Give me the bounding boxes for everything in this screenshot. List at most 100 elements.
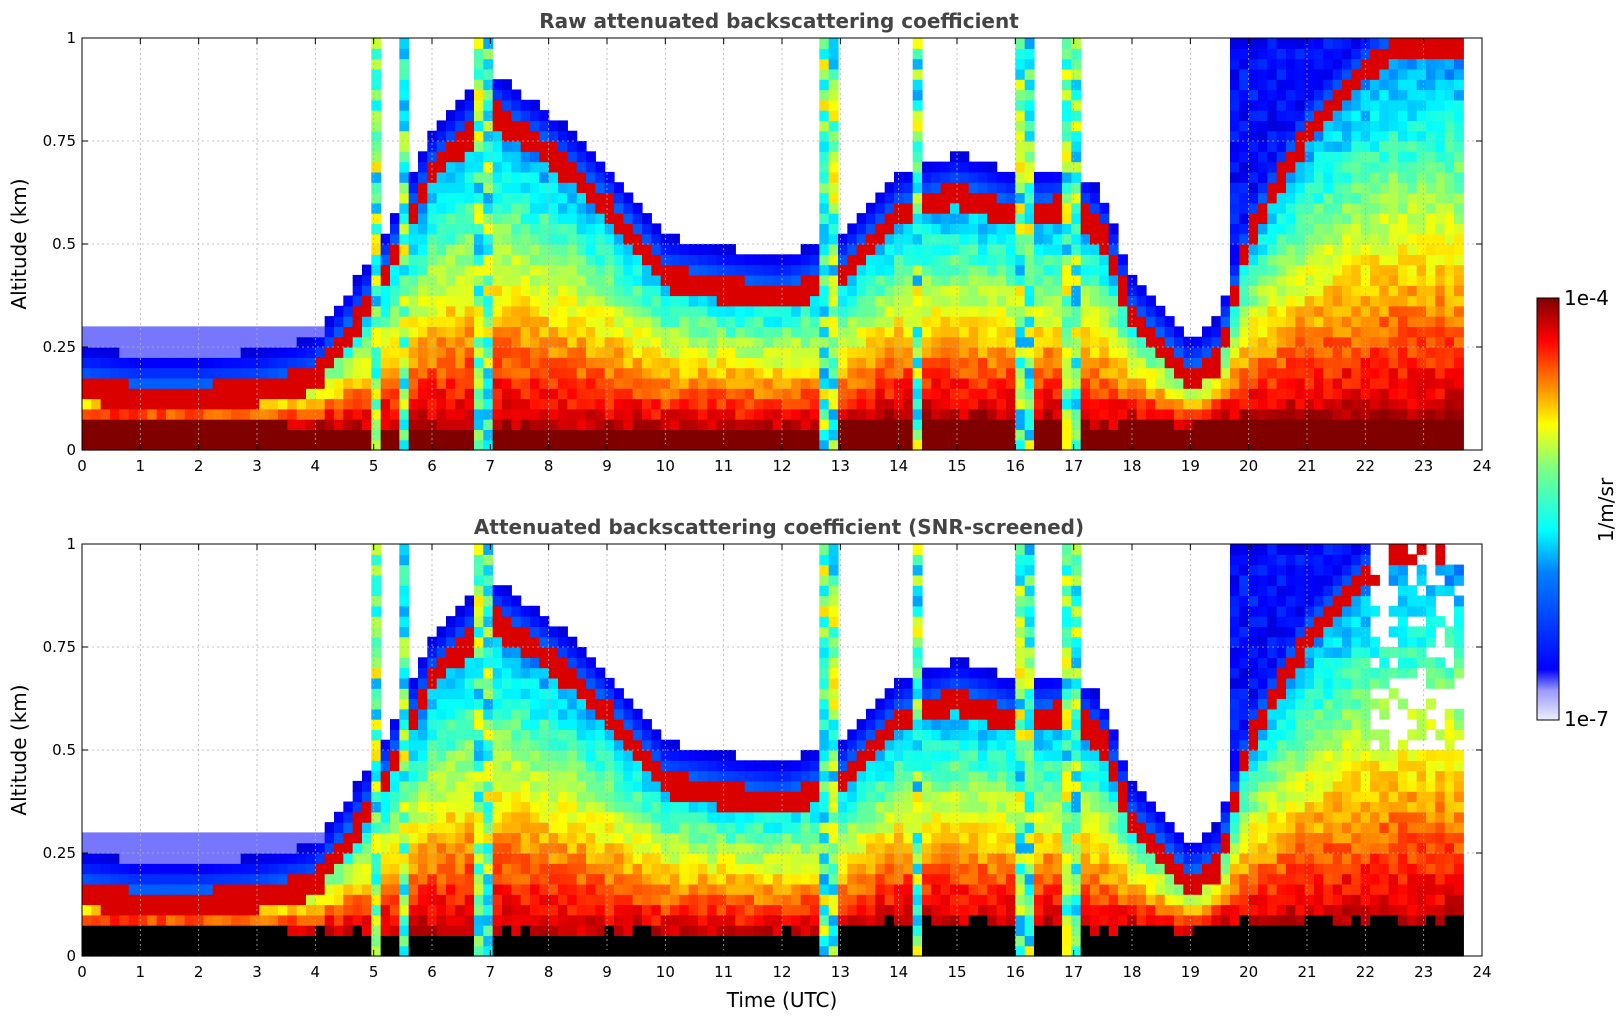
heatmap-cell	[558, 151, 568, 163]
heatmap-cell	[464, 192, 475, 204]
heatmap-cell	[1090, 233, 1100, 245]
heatmap-cell	[1090, 398, 1100, 410]
heatmap-cell	[1267, 295, 1278, 307]
heatmap-cell	[922, 182, 932, 194]
heatmap-cell	[1043, 264, 1054, 276]
heatmap-cell	[604, 274, 615, 286]
heatmap-cell	[399, 110, 410, 121]
heatmap-cell	[418, 326, 428, 338]
heatmap-cell	[1398, 171, 1408, 183]
heatmap-cell	[1379, 244, 1390, 255]
heatmap-cell	[100, 894, 111, 906]
heatmap-cell	[623, 326, 634, 338]
heatmap-cell	[1024, 48, 1035, 60]
heatmap-cell	[483, 811, 494, 823]
heatmap-cell	[520, 801, 531, 813]
heatmap-cell	[1342, 274, 1352, 286]
heatmap-cell	[231, 863, 242, 875]
heatmap-cell	[651, 264, 662, 276]
heatmap-cell	[819, 347, 830, 358]
heatmap-cell	[1146, 357, 1156, 369]
heatmap-cell	[1435, 347, 1446, 358]
heatmap-cell	[1099, 336, 1110, 348]
heatmap-cell	[576, 347, 587, 358]
heatmap-cell	[259, 863, 270, 875]
heatmap-cell	[380, 780, 391, 792]
heatmap-cell	[539, 213, 550, 224]
heatmap-cell	[651, 285, 662, 297]
heatmap-cell	[548, 945, 559, 957]
heatmap-cell	[1332, 38, 1343, 49]
heatmap-cell	[548, 439, 559, 451]
heatmap-cell	[866, 326, 876, 338]
heatmap-cell	[91, 357, 102, 369]
heatmap-cell	[91, 419, 102, 430]
heatmap-cell	[1304, 388, 1315, 400]
heatmap-cell	[1314, 48, 1324, 60]
heatmap-cell	[324, 336, 335, 348]
heatmap-cell	[968, 388, 979, 400]
heatmap-cell	[1090, 295, 1100, 307]
heatmap-cell	[1426, 48, 1436, 60]
heatmap-cell	[1258, 99, 1268, 111]
heatmap-cell	[1295, 68, 1306, 80]
heatmap-cell	[1332, 244, 1343, 255]
heatmap-cell	[539, 429, 550, 441]
heatmap-cell	[511, 439, 522, 451]
heatmap-cell	[539, 367, 550, 379]
heatmap-cell	[558, 770, 568, 782]
heatmap-cell	[1332, 192, 1343, 204]
heatmap-cell	[334, 935, 344, 947]
heatmap-cell	[492, 647, 503, 658]
heatmap-cell	[772, 357, 783, 369]
heatmap-cell	[380, 894, 391, 906]
heatmap-cell	[1426, 182, 1436, 194]
heatmap-cell	[352, 883, 363, 895]
heatmap-cell	[940, 357, 951, 369]
heatmap-cell	[558, 719, 568, 730]
heatmap-cell	[1267, 120, 1278, 132]
heatmap-cell	[1183, 357, 1194, 369]
heatmap-cell	[1370, 264, 1380, 276]
heatmap-cell	[1398, 419, 1408, 430]
heatmap-cell	[371, 316, 382, 327]
heatmap-cell	[1295, 130, 1306, 142]
heatmap-cell	[530, 419, 540, 430]
heatmap-cell	[1314, 58, 1324, 70]
heatmap-cell	[978, 161, 988, 173]
heatmap-cell	[1407, 68, 1418, 80]
heatmap-cell	[184, 377, 195, 389]
heatmap-cell	[399, 408, 410, 420]
heatmap-cell	[670, 429, 680, 441]
heatmap-cell	[240, 935, 251, 947]
heatmap-cell	[511, 377, 522, 389]
heatmap-cell	[1090, 264, 1100, 276]
heatmap-cell	[912, 89, 923, 101]
heatmap-cell	[735, 264, 746, 276]
heatmap-cell	[502, 254, 512, 266]
heatmap-cell	[707, 398, 718, 410]
heatmap-cell	[334, 377, 344, 389]
heatmap-cell	[931, 285, 942, 297]
heatmap-cell	[698, 316, 708, 327]
heatmap-cell	[1286, 68, 1296, 80]
heatmap-cell	[1090, 254, 1100, 266]
heatmap-cell	[1360, 326, 1371, 338]
heatmap-cell	[278, 429, 288, 441]
heatmap-cell	[548, 677, 559, 689]
heatmap-cell	[1080, 439, 1091, 451]
heatmap-cell	[1304, 264, 1315, 276]
heatmap-cell	[474, 316, 484, 327]
heatmap-cell	[1230, 398, 1240, 410]
heatmap-cell	[446, 811, 456, 823]
heatmap-cell	[1202, 367, 1212, 379]
heatmap-cell	[539, 357, 550, 369]
heatmap-cell	[306, 367, 316, 379]
heatmap-cell	[296, 377, 307, 389]
heatmap-cell	[1062, 110, 1072, 121]
heatmap-cell	[100, 832, 111, 844]
heatmap-cell	[1024, 89, 1035, 101]
heatmap-cell	[1118, 305, 1128, 317]
heatmap-cell	[1426, 408, 1436, 420]
heatmap-cell	[1034, 336, 1044, 348]
